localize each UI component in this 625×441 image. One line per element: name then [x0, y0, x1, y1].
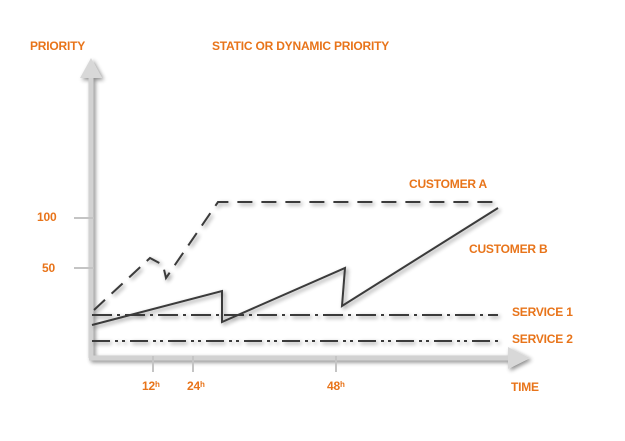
customer-b-line	[91, 207, 499, 326]
customer-a-line	[93, 201, 498, 311]
x-axis-arrow-icon	[508, 347, 530, 369]
x-tick-label-48: 48h	[327, 379, 345, 393]
y-axis-arrow-icon	[80, 58, 102, 78]
service-1-label: SERVICE 1	[512, 305, 573, 319]
x-tick-label-12: 12h	[142, 379, 160, 393]
y-axis-label: PRIORITY	[30, 39, 86, 53]
x-tick-label-24: 24h	[187, 379, 205, 393]
diagram-title: STATIC OR DYNAMIC PRIORITY	[212, 39, 390, 53]
series-lines	[91, 201, 499, 342]
x-axis-label: TIME	[511, 380, 539, 394]
axes	[80, 58, 530, 369]
service-2-label: SERVICE 2	[512, 332, 573, 346]
y-tick-label-50: 50	[42, 261, 55, 275]
customer-b-label: CUSTOMER B	[469, 242, 548, 256]
y-tick-label-100: 100	[37, 210, 57, 224]
tick-marks	[74, 217, 337, 372]
customer-a-label: CUSTOMER A	[409, 177, 488, 191]
